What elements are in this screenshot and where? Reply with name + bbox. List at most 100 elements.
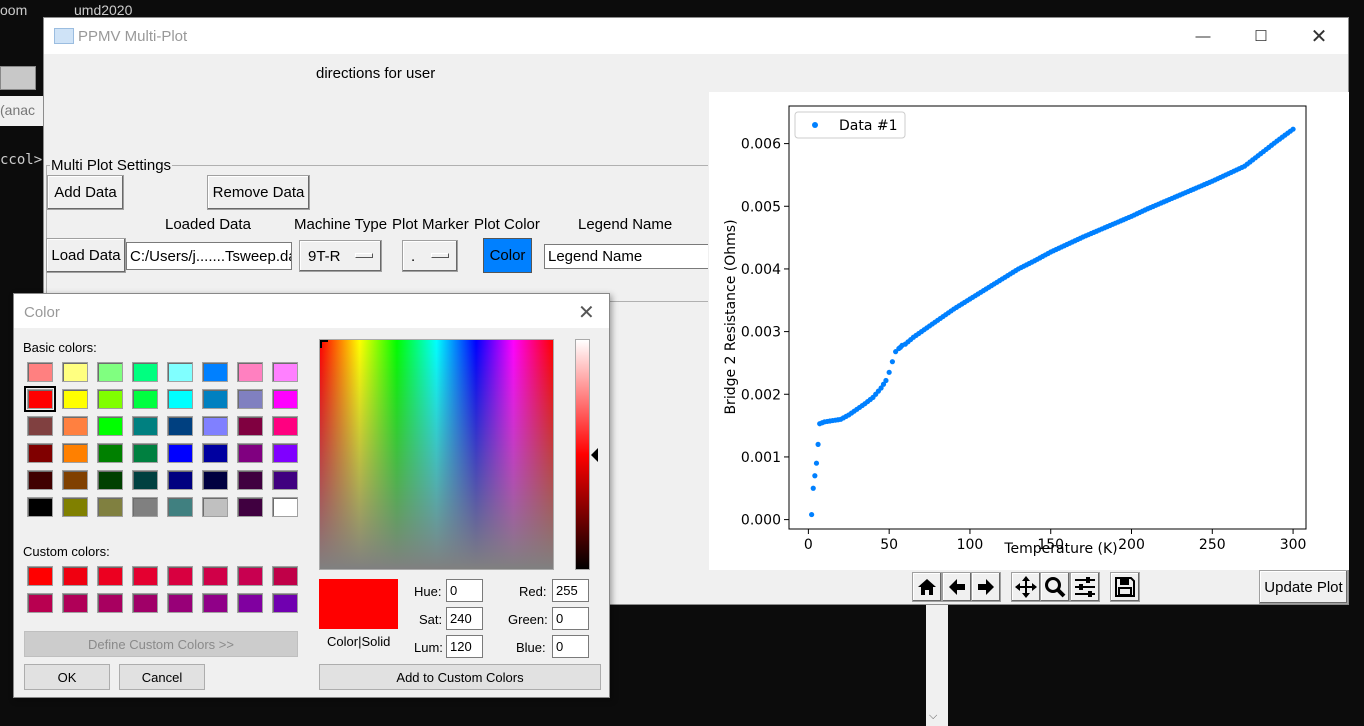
hue-input[interactable]: 0 bbox=[446, 579, 483, 602]
basic-color-swatch[interactable] bbox=[272, 362, 298, 382]
basic-color-swatch[interactable] bbox=[132, 389, 158, 409]
remove-data-button[interactable]: Remove Data bbox=[207, 175, 310, 210]
basic-color-swatch[interactable] bbox=[27, 362, 53, 382]
forward-button[interactable] bbox=[971, 572, 1001, 602]
basic-color-swatch[interactable] bbox=[202, 470, 228, 490]
basic-color-swatch[interactable] bbox=[132, 443, 158, 463]
basic-color-swatch[interactable] bbox=[202, 416, 228, 436]
basic-color-swatch[interactable] bbox=[62, 416, 88, 436]
y-tick-label: 0.001 bbox=[741, 450, 781, 466]
add-data-button[interactable]: Add Data bbox=[47, 175, 124, 210]
configure-subplots-button[interactable] bbox=[1070, 572, 1100, 602]
color-dialog: Color ✕ Basic colors: Custom colors: Def… bbox=[13, 293, 610, 698]
basic-color-swatch[interactable] bbox=[132, 416, 158, 436]
custom-color-swatch[interactable] bbox=[167, 593, 193, 613]
custom-color-swatch[interactable] bbox=[167, 566, 193, 586]
basic-color-swatch[interactable] bbox=[27, 470, 53, 490]
basic-color-swatch[interactable] bbox=[132, 497, 158, 517]
close-button[interactable]: ✕ bbox=[1310, 25, 1328, 48]
custom-color-swatch[interactable] bbox=[202, 566, 228, 586]
custom-color-swatch[interactable] bbox=[237, 566, 263, 586]
basic-color-swatch[interactable] bbox=[62, 389, 88, 409]
basic-color-swatch[interactable] bbox=[97, 362, 123, 382]
home-button[interactable] bbox=[912, 572, 942, 602]
basic-color-swatch[interactable] bbox=[62, 362, 88, 382]
color-spectrum[interactable] bbox=[319, 339, 554, 570]
minimize-button[interactable]: — bbox=[1195, 27, 1211, 45]
pan-button[interactable] bbox=[1011, 572, 1041, 602]
custom-color-swatch[interactable] bbox=[97, 566, 123, 586]
save-figure-button[interactable] bbox=[1110, 572, 1140, 602]
update-plot-button[interactable]: Update Plot bbox=[1259, 570, 1348, 604]
loaded-data-path[interactable]: C:/Users/j.......Tsweep.dat bbox=[126, 242, 292, 270]
basic-color-swatch[interactable] bbox=[272, 497, 298, 517]
basic-color-swatch[interactable] bbox=[202, 389, 228, 409]
legend-name-input[interactable]: Legend Name bbox=[544, 244, 708, 269]
basic-color-swatch[interactable] bbox=[97, 389, 123, 409]
basic-color-swatch[interactable] bbox=[97, 416, 123, 436]
basic-color-swatch[interactable] bbox=[237, 470, 263, 490]
zoom-button[interactable] bbox=[1040, 572, 1070, 602]
basic-color-swatch[interactable] bbox=[62, 470, 88, 490]
basic-color-swatch[interactable] bbox=[27, 497, 53, 517]
basic-color-swatch[interactable] bbox=[167, 470, 193, 490]
custom-color-swatch[interactable] bbox=[62, 566, 88, 586]
basic-color-swatch[interactable] bbox=[167, 416, 193, 436]
custom-color-swatch[interactable] bbox=[132, 566, 158, 586]
basic-color-swatch[interactable] bbox=[167, 443, 193, 463]
maximize-button[interactable]: ☐ bbox=[1254, 28, 1268, 45]
basic-color-swatch[interactable] bbox=[237, 416, 263, 436]
basic-color-swatch[interactable] bbox=[27, 443, 53, 463]
custom-color-swatch[interactable] bbox=[27, 593, 53, 613]
basic-color-swatch[interactable] bbox=[62, 443, 88, 463]
basic-color-swatch[interactable] bbox=[62, 497, 88, 517]
basic-color-swatch[interactable] bbox=[272, 389, 298, 409]
basic-color-swatch[interactable] bbox=[132, 362, 158, 382]
basic-color-swatch[interactable] bbox=[202, 362, 228, 382]
basic-color-swatch[interactable] bbox=[272, 470, 298, 490]
custom-color-swatch[interactable] bbox=[97, 593, 123, 613]
custom-color-swatch[interactable] bbox=[272, 566, 298, 586]
basic-color-swatch[interactable] bbox=[97, 470, 123, 490]
machine-type-select[interactable]: 9T-R bbox=[299, 240, 382, 272]
custom-color-swatch[interactable] bbox=[237, 593, 263, 613]
load-data-button[interactable]: Load Data bbox=[46, 238, 126, 273]
red-input[interactable]: 255 bbox=[552, 579, 589, 602]
blue-input[interactable]: 0 bbox=[552, 635, 589, 658]
basic-color-swatch[interactable] bbox=[272, 443, 298, 463]
custom-color-swatch[interactable] bbox=[62, 593, 88, 613]
scroll-down-icon[interactable]: ⌵ bbox=[929, 710, 938, 722]
basic-color-swatch[interactable] bbox=[97, 443, 123, 463]
basic-color-swatch[interactable] bbox=[24, 386, 56, 412]
basic-color-swatch[interactable] bbox=[167, 362, 193, 382]
luminance-pointer-icon[interactable] bbox=[591, 448, 598, 462]
basic-color-swatch[interactable] bbox=[237, 362, 263, 382]
color-dialog-close-icon[interactable]: ✕ bbox=[578, 302, 595, 324]
basic-color-swatch[interactable] bbox=[237, 497, 263, 517]
luminance-slider[interactable] bbox=[575, 339, 590, 570]
lum-input[interactable]: 120 bbox=[446, 635, 483, 658]
custom-color-swatch[interactable] bbox=[202, 593, 228, 613]
back-button[interactable] bbox=[942, 572, 972, 602]
basic-color-swatch[interactable] bbox=[237, 443, 263, 463]
plot-marker-select[interactable]: . bbox=[402, 240, 458, 272]
basic-color-swatch[interactable] bbox=[202, 443, 228, 463]
plot-color-button[interactable]: Color bbox=[483, 238, 532, 273]
cancel-button[interactable]: Cancel bbox=[119, 664, 205, 690]
basic-color-swatch[interactable] bbox=[237, 389, 263, 409]
basic-color-swatch[interactable] bbox=[202, 497, 228, 517]
add-to-custom-colors-button[interactable]: Add to Custom Colors bbox=[319, 664, 601, 690]
basic-color-swatch[interactable] bbox=[97, 497, 123, 517]
sat-input[interactable]: 240 bbox=[446, 607, 483, 630]
basic-color-swatch[interactable] bbox=[27, 416, 53, 436]
custom-color-swatch[interactable] bbox=[27, 566, 53, 586]
plot-canvas[interactable]: 0 50 100 150 200 250 300 0.000 0.001 0.002 0.003 0.… bbox=[709, 92, 1349, 570]
basic-color-swatch[interactable] bbox=[132, 470, 158, 490]
custom-color-swatch[interactable] bbox=[132, 593, 158, 613]
ok-button[interactable]: OK bbox=[24, 664, 110, 690]
basic-color-swatch[interactable] bbox=[272, 416, 298, 436]
basic-color-swatch[interactable] bbox=[167, 389, 193, 409]
custom-color-swatch[interactable] bbox=[272, 593, 298, 613]
basic-color-swatch[interactable] bbox=[167, 497, 193, 517]
green-input[interactable]: 0 bbox=[552, 607, 589, 630]
